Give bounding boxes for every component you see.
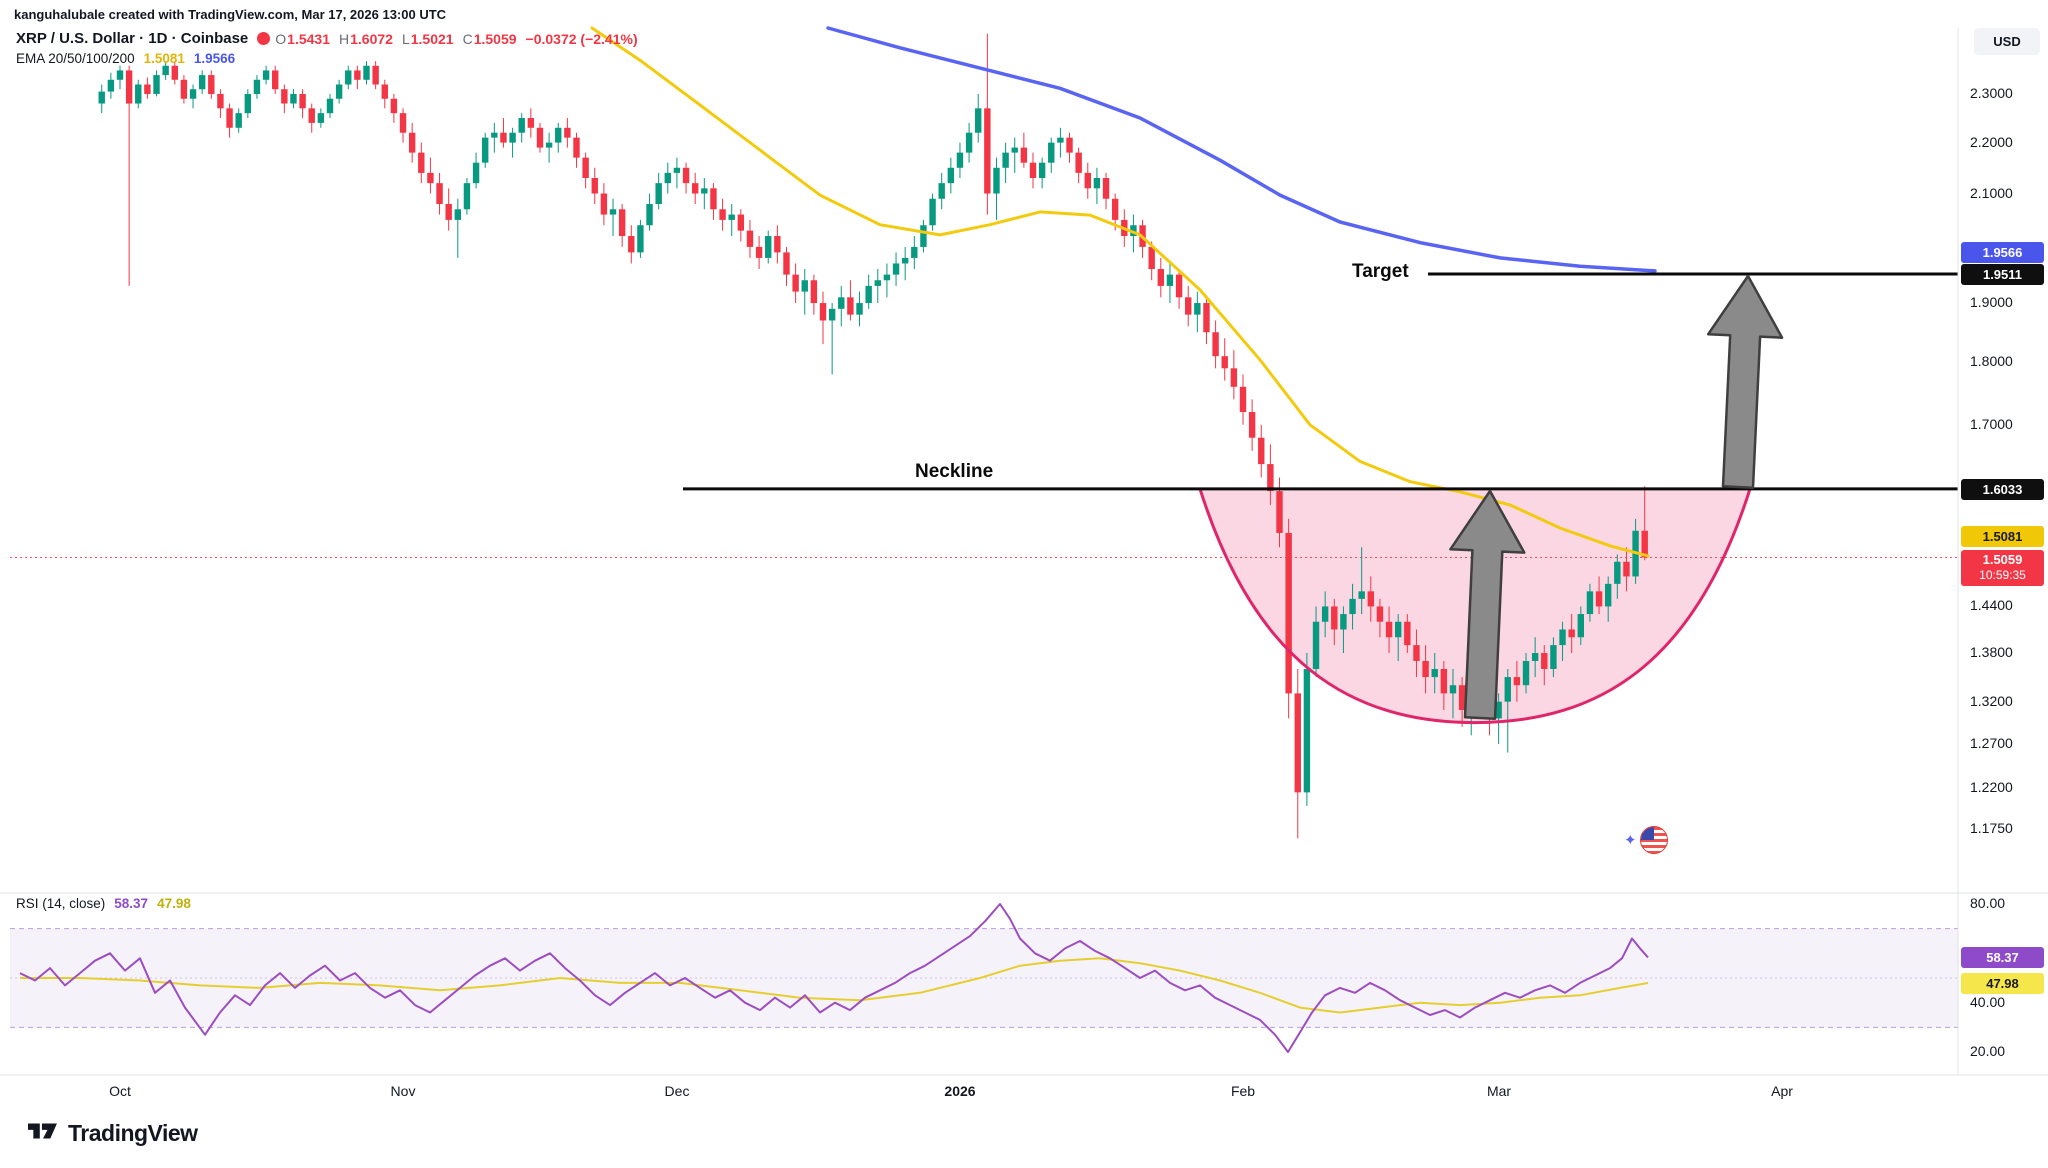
neckline-label[interactable]: Neckline [915,461,994,482]
ema-legend-row: EMA 20/50/100/200 1.5081 1.9566 [16,51,638,66]
time-axis-label: 2026 [944,1083,976,1099]
ohlc-token: H 1.6072 [339,30,393,47]
ema-legend-label[interactable]: EMA 20/50/100/200 [16,51,135,66]
price-badge: 1.9566 [1961,241,2044,263]
change-value: −0.0372 (−2.41%) [525,30,638,47]
time-axis-label: Feb [1230,1083,1256,1099]
ohlc-token: O 1.5431 [275,30,330,47]
symbol-legend-row: XRP / U.S. Dollar · 1D · Coinbase O 1.543… [16,30,638,47]
price-tick: 2.1000 [1970,184,2013,201]
price-tick: 2.3000 [1970,84,2013,101]
price-badge: 1.5081 [1961,525,2044,547]
price-tick: 1.7000 [1970,415,2013,432]
price-badge: 1.6033 [1961,478,2044,500]
symbol-legend: XRP / U.S. Dollar · 1D · Coinbase O 1.543… [16,30,638,66]
ohlc-token: C 1.5059 [462,30,517,47]
time-axis-label: Oct [109,1083,131,1099]
ohlc-token: L 1.5021 [401,30,454,47]
price-tick: 1.1750 [1970,820,2013,836]
alert-dot-icon [257,32,271,45]
price-tick: 1.3200 [1970,692,2013,709]
price-tick: 1.4400 [1970,597,2013,614]
price-tick: 1.9000 [1970,294,2013,311]
price-badge: 1.5059 10:59:35 [1961,550,2044,586]
price-axis[interactable]: 2.3000 2.2000 2.1000 1.9000 1.8000 1.7000 1.44… [1958,0,2048,1168]
time-axis-label: Mar [1486,1083,1512,1099]
time-axis-label: Nov [390,1083,416,1099]
price-badge: 1.9511 [1961,263,2044,285]
rsi-badge: 58.37 [1961,946,2044,968]
rsi-badge: 47.98 [1961,972,2044,994]
time-axis[interactable]: Oct Nov Dec 2026 Feb Mar Apr [0,1075,2048,1111]
ohlc-values: O 1.5431 H 1.6072 L 1.5021 C 1.5059 [275,31,516,47]
ema-value: 1.5081 [143,51,185,66]
rsi-legend-title[interactable]: RSI (14, close) [16,896,106,911]
price-tick: 1.3800 [1970,644,2013,660]
sparkle-icon: ✦ [1624,832,1637,849]
rsi-tick: 40.00 [1970,993,2006,1010]
symbol-title[interactable]: XRP / U.S. Dollar · 1D · Coinbase [16,30,249,47]
attribution-bar: kanguhalubale created with TradingView.c… [14,7,446,22]
price-tick: 2.2000 [1970,133,2013,150]
time-axis-label: Apr [1771,1083,1793,1099]
time-axis-label: Dec [664,1083,690,1099]
currency-toggle-button[interactable]: USD [1974,28,2040,55]
rsi-tick: 20.00 [1970,1043,2006,1059]
price-tick: 1.2700 [1970,734,2013,751]
target-label[interactable]: Target [1352,261,1409,282]
price-tick: 1.2200 [1970,778,2013,795]
price-tick: 1.8000 [1970,353,2013,370]
tradingview-brand[interactable]: TradingView [68,1120,198,1146]
ema-values: 1.5081 1.9566 [144,51,236,66]
footer-bar: TradingView [28,1118,198,1149]
rsi-value: 58.37 [114,896,149,911]
rsi-legend: RSI (14, close) 58.37 47.98 [16,896,191,911]
publisher-watermark: ✦ [1624,826,1668,854]
ema-value: 1.9566 [193,51,236,66]
flag-watermark-icon [1639,826,1668,854]
rsi-ma-value: 47.98 [157,896,191,911]
attribution-text: kanguhalubale created with TradingView.c… [14,7,447,22]
tradingview-logo-icon[interactable] [28,1118,58,1149]
rsi-tick: 80.00 [1970,895,2006,911]
